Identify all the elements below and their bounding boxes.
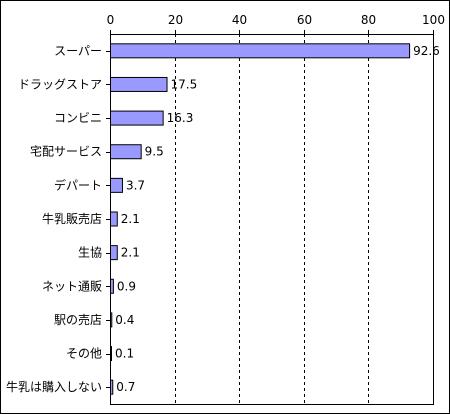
- category-label: スーパー: [54, 44, 102, 58]
- bar: [110, 346, 112, 362]
- bar: [110, 110, 164, 126]
- value-label: 17.5: [171, 77, 198, 91]
- x-tick-label: 20: [168, 13, 183, 27]
- category-label: 駅の売店: [54, 312, 102, 327]
- x-tick-label: 80: [361, 13, 376, 27]
- category-label: 宅配サービス: [30, 144, 102, 159]
- x-tick-label: 40: [232, 13, 247, 27]
- value-label: 9.5: [145, 145, 164, 159]
- value-label: 0.4: [115, 313, 134, 327]
- x-tick-label: 0: [107, 13, 115, 27]
- bar: [110, 278, 114, 294]
- category-label: コンビニ: [54, 111, 102, 125]
- bar: [110, 211, 118, 227]
- value-label: 16.3: [167, 111, 194, 125]
- category-label: ネット通販: [42, 279, 102, 293]
- value-label: 2.1: [121, 246, 140, 260]
- bar: [110, 177, 123, 193]
- value-label: 92.6: [413, 44, 440, 58]
- value-label: 3.7: [126, 178, 145, 192]
- value-label: 2.1: [121, 212, 140, 226]
- category-label: ドラッグストア: [18, 77, 102, 91]
- bar: [110, 379, 114, 395]
- category-label: その他: [66, 347, 102, 361]
- value-label: 0.7: [116, 380, 135, 394]
- value-label: 0.1: [115, 347, 134, 361]
- x-tick-label: 60: [297, 13, 312, 27]
- bar: [110, 245, 118, 261]
- category-label: 牛乳は購入しない: [6, 379, 102, 394]
- category-label: 生協: [78, 245, 102, 260]
- value-label: 0.9: [117, 279, 136, 293]
- bar: [110, 43, 411, 59]
- bar: [110, 312, 113, 328]
- bar: [110, 144, 142, 160]
- x-tick-label: 100: [422, 13, 445, 27]
- category-label: 牛乳販売店: [42, 211, 102, 226]
- bar: [110, 76, 168, 92]
- category-label: デパート: [54, 177, 102, 192]
